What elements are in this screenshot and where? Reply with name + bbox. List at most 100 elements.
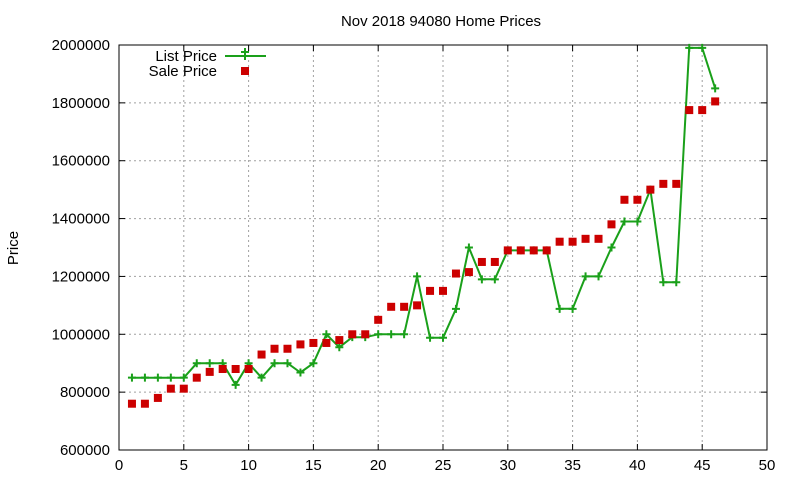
series-sale-price (127, 97, 720, 408)
point-sale-price (374, 315, 383, 324)
y-tick-labels: 600000 800000 1000000 1200000 1400000 1600000… (52, 37, 110, 459)
x-tick-label: 5 (180, 457, 188, 474)
x-tick-label: 20 (370, 457, 387, 474)
point-sale-price (257, 350, 266, 359)
x-tick-label: 45 (694, 457, 711, 474)
point-list-price (711, 84, 720, 93)
x-tick-label: 25 (435, 457, 452, 474)
point-sale-price (166, 384, 175, 393)
y-tick-label: 1200000 (52, 268, 110, 285)
point-sale-price (348, 330, 357, 339)
legend-marker-sale-price (241, 67, 249, 75)
point-list-price (451, 304, 460, 313)
point-list-price (413, 272, 422, 281)
point-list-price (581, 272, 590, 281)
point-sale-price (335, 336, 344, 345)
point-sale-price (490, 257, 499, 266)
x-tick-label: 30 (499, 457, 516, 474)
x-tick-label: 50 (759, 457, 776, 474)
point-sale-price (659, 179, 668, 188)
point-sale-price (685, 106, 694, 115)
point-list-price (607, 243, 616, 252)
y-tick-label: 1800000 (52, 95, 110, 112)
point-sale-price (620, 195, 629, 204)
point-list-price (309, 359, 318, 368)
point-sale-price (244, 365, 253, 373)
y-tick-label: 800000 (60, 384, 110, 401)
point-sale-price (464, 268, 473, 277)
y-tick-label: 1000000 (52, 326, 110, 343)
x-tick-label: 10 (240, 457, 257, 474)
point-sale-price (503, 246, 512, 255)
point-list-price (374, 330, 383, 339)
point-list-price (153, 373, 162, 382)
point-list-price (283, 359, 292, 368)
point-list-price (179, 373, 188, 382)
point-list-price (464, 243, 473, 252)
point-list-price (439, 333, 447, 342)
point-list-price (490, 275, 499, 284)
point-list-price (620, 217, 629, 226)
point-sale-price (672, 179, 681, 188)
point-list-price (698, 43, 707, 52)
point-sale-price (140, 399, 149, 408)
point-list-price (205, 359, 214, 368)
legend-marker-list-price (241, 48, 249, 60)
point-sale-price (439, 286, 447, 295)
point-list-price (270, 359, 279, 368)
point-list-price (568, 304, 577, 313)
point-sale-price (283, 344, 292, 353)
point-sale-price (711, 97, 720, 106)
point-sale-price (205, 367, 214, 376)
point-list-price (192, 359, 201, 368)
point-sale-price (477, 257, 486, 266)
series-list-price (127, 43, 720, 389)
point-list-price (426, 333, 435, 342)
point-sale-price (387, 302, 396, 311)
point-sale-price (607, 220, 616, 229)
point-sale-price (322, 338, 331, 347)
point-sale-price (413, 301, 422, 310)
point-sale-price (542, 246, 551, 255)
x-tick-label: 35 (564, 457, 581, 474)
point-sale-price (516, 246, 525, 255)
grid-lines (119, 45, 767, 450)
point-list-price (400, 330, 409, 339)
x-tick-label: 40 (629, 457, 646, 474)
point-sale-price (270, 344, 279, 353)
point-list-price (633, 217, 642, 226)
point-list-price (140, 373, 149, 382)
x-tick-labels: 0 5 10 15 20 25 30 35 40 45 50 (115, 457, 776, 474)
series-layer (127, 43, 720, 408)
x-tick-label: 15 (305, 457, 322, 474)
point-sale-price (153, 393, 162, 402)
y-tick-label: 1400000 (52, 211, 110, 228)
point-list-price (166, 373, 175, 382)
point-list-price (594, 272, 603, 281)
point-sale-price (361, 330, 370, 339)
point-sale-price (231, 365, 240, 373)
point-sale-price (451, 269, 460, 278)
point-list-price (387, 330, 396, 339)
chart-title: Nov 2018 94080 Home Prices (341, 13, 541, 30)
point-list-price (322, 330, 331, 339)
point-sale-price (296, 340, 305, 349)
point-sale-price (633, 195, 642, 204)
point-list-price (477, 275, 486, 284)
point-list-price (257, 373, 266, 382)
y-tick-label: 600000 (60, 442, 110, 459)
point-sale-price (400, 302, 409, 311)
point-sale-price (594, 234, 603, 243)
x-tick-label: 0 (115, 457, 123, 474)
legend: List Price Sale Price (149, 48, 266, 80)
y-tick-label: 1600000 (52, 153, 110, 170)
point-sale-price (127, 399, 136, 408)
point-sale-price (698, 106, 707, 115)
point-list-price (335, 343, 344, 352)
point-list-price (659, 278, 668, 287)
point-sale-price (179, 384, 188, 393)
point-list-price (672, 278, 681, 287)
point-sale-price (309, 338, 318, 347)
point-sale-price (581, 234, 590, 243)
